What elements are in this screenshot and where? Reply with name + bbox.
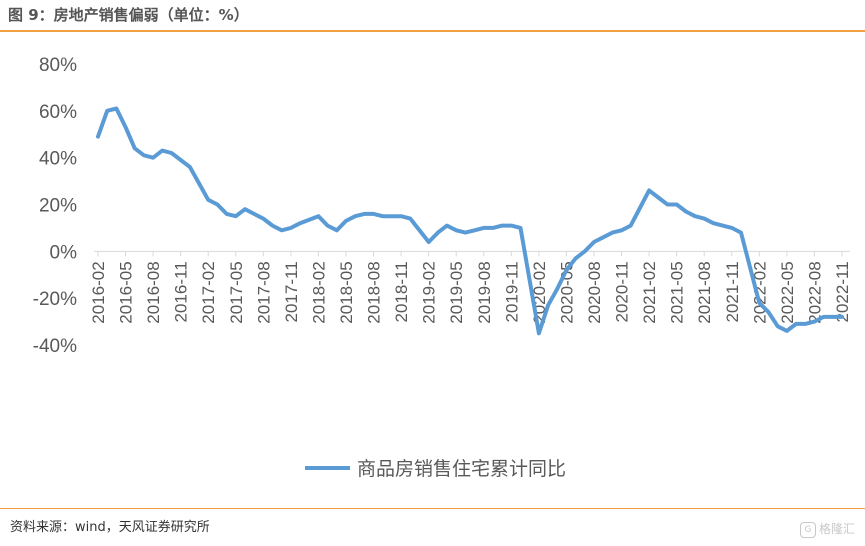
x-tick-label: 2021-11: [723, 261, 742, 322]
x-tick-label: 2016-08: [144, 261, 163, 323]
x-tick-label: 2018-08: [365, 261, 384, 323]
x-tick-label: 2022-11: [833, 261, 852, 322]
x-tick-label: 2017-05: [227, 261, 246, 323]
x-tick-label: 2022-08: [805, 261, 824, 323]
y-tick-label: -40%: [33, 336, 77, 357]
watermark-logo-icon: G: [799, 521, 816, 538]
figure-title: 图 9：房地产销售偏弱（单位：%）: [8, 6, 249, 24]
x-tick-label: 2019-02: [420, 261, 439, 323]
x-tick-label: 2016-02: [89, 261, 108, 323]
legend-label: 商品房销售住宅累计同比: [357, 458, 566, 480]
watermark-text: 格隆汇: [818, 522, 855, 536]
source-note: 资料来源：wind，天风证券研究所: [10, 520, 210, 535]
x-tick-label: 2021-05: [668, 261, 687, 323]
series-line-commodity-housing-sales: [96, 106, 844, 336]
y-axis: -40% -20% 0% 20% 40% 60% 80%: [33, 55, 77, 357]
x-tick-label: 2017-08: [254, 261, 273, 323]
watermark: G 格隆汇: [799, 520, 855, 538]
y-tick-label: 20%: [39, 196, 77, 217]
footer-divider: [0, 508, 865, 509]
figure-header: 图 9：房地产销售偏弱（单位：%）: [0, 0, 865, 30]
x-tick-label: 2020-08: [585, 261, 604, 323]
x-tick-label: 2020-11: [613, 261, 632, 322]
x-tick-label: 2022-02: [750, 261, 769, 323]
x-tick-label: 2019-05: [447, 261, 466, 323]
x-tick-label: 2019-08: [475, 261, 494, 323]
line-chart: -40%-20%0%20%40%60%80% 2016-02 2016-05 201…: [33, 55, 852, 480]
y-tick-label: 80%: [39, 55, 77, 76]
y-tick-label: 0%: [50, 242, 78, 263]
header-divider: [0, 30, 865, 32]
x-tick-label: 2018-11: [392, 261, 411, 322]
x-tick-label: 2018-02: [309, 261, 328, 323]
x-tick-label: 2016-11: [172, 261, 191, 322]
x-tick-label: 2021-02: [640, 261, 659, 323]
x-tick-label: 2019-11: [502, 261, 521, 322]
y-tick-label: 40%: [39, 149, 77, 170]
x-tick-label: 2022-05: [778, 261, 797, 323]
x-tick-label: 2017-02: [199, 261, 218, 323]
y-tick-label: -20%: [33, 289, 77, 310]
x-axis: 2016-02 2016-05 2016-08 2016-11 2017-02 2017-…: [89, 251, 852, 324]
y-tick-label: 60%: [39, 102, 77, 123]
x-tick-label: 2016-05: [117, 261, 136, 323]
x-tick-label: 2021-08: [695, 261, 714, 323]
x-tick-label: 2018-05: [337, 261, 356, 323]
legend: 商品房销售住宅累计同比: [305, 458, 566, 480]
x-tick-label: 2017-11: [282, 261, 301, 322]
